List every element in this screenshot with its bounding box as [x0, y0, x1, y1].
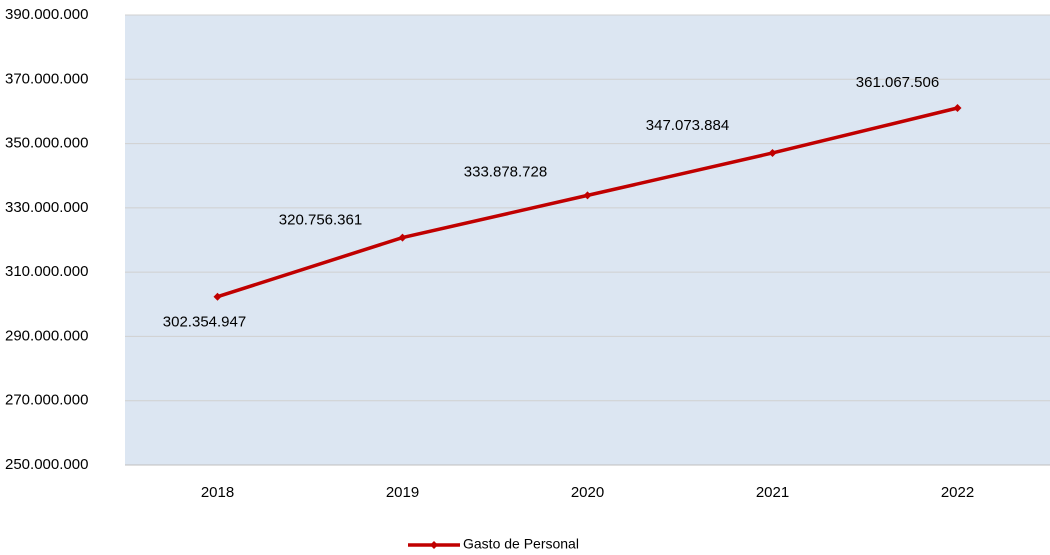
- x-tick-label: 2021: [756, 484, 789, 501]
- x-tick-label: 2019: [386, 484, 419, 501]
- data-point: [398, 233, 407, 242]
- y-tick-label: 330.000.000: [5, 199, 88, 216]
- y-tick-label: 290.000.000: [5, 327, 88, 344]
- x-tick-label: 2020: [571, 484, 604, 501]
- x-tick-label: 2018: [201, 484, 234, 501]
- data-label: 347.073.884: [646, 117, 729, 134]
- y-tick-label: 270.000.000: [5, 392, 88, 409]
- y-tick-label: 350.000.000: [5, 135, 88, 152]
- plot-area: [125, 15, 1050, 465]
- data-point: [768, 148, 777, 157]
- data-point: [583, 191, 592, 200]
- y-tick-label: 370.000.000: [5, 70, 88, 87]
- data-label: 333.878.728: [464, 163, 547, 180]
- y-tick-label: 310.000.000: [5, 263, 88, 280]
- data-label: 361.067.506: [856, 74, 939, 91]
- y-tick-label: 390.000.000: [5, 6, 88, 23]
- y-tick-label: 250.000.000: [5, 456, 88, 473]
- data-label: 320.756.361: [279, 212, 362, 229]
- x-tick-label: 2022: [941, 484, 974, 501]
- data-point: [953, 103, 962, 112]
- data-label: 302.354.947: [163, 314, 246, 331]
- legend-marker: [430, 541, 438, 549]
- legend-label: Gasto de Personal: [463, 536, 579, 552]
- data-point: [213, 292, 222, 301]
